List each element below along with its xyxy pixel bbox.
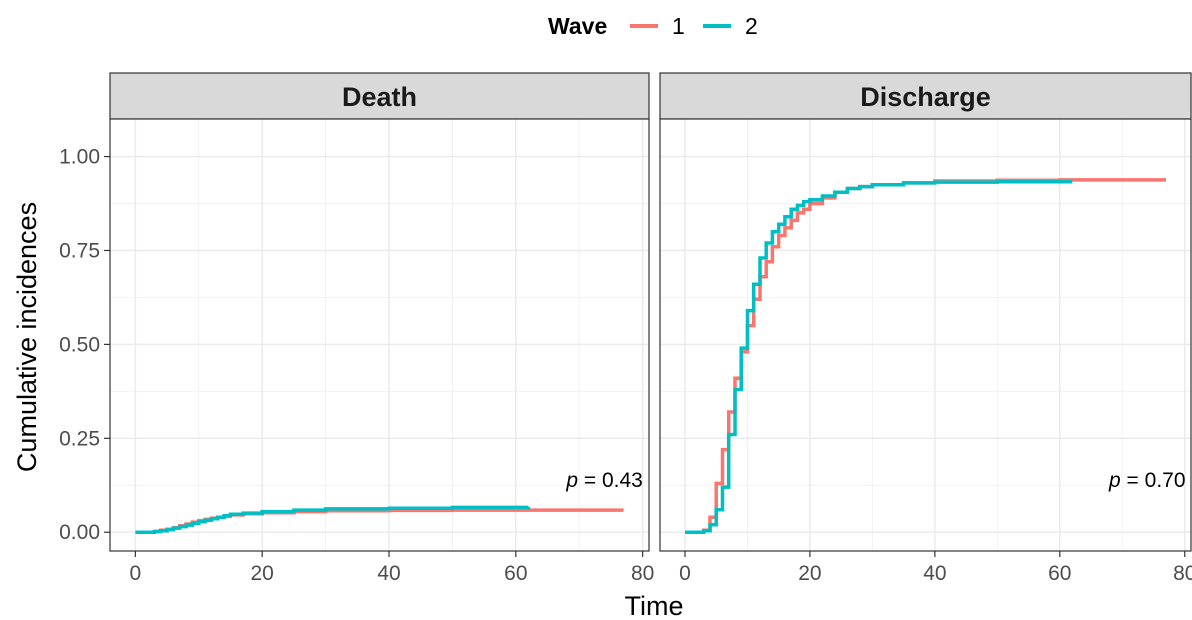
x-tick-label: 20 — [798, 562, 821, 585]
x-tick-label: 0 — [679, 562, 691, 585]
legend-label-1: 1 — [672, 13, 685, 39]
strip-title: Death — [342, 82, 417, 112]
y-tick-label: 0.50 — [59, 333, 100, 356]
x-tick-label: 0 — [130, 562, 142, 585]
strip-background — [109, 72, 650, 120]
y-axis-title: Cumulative incidences — [12, 202, 42, 472]
y-tick-label: 0.00 — [59, 521, 100, 544]
x-tick-label: 40 — [923, 562, 946, 585]
plot-background — [110, 119, 649, 551]
panel-death: Death p = 0.43 0 20 40 60 80 0.00 0.25 0.50 0.75 1.… — [59, 72, 654, 585]
legend-title: Wave — [548, 13, 607, 39]
p-value-annotation: p = 0.70 — [1108, 469, 1186, 492]
series-line-wave-2 — [685, 179, 1073, 534]
strip-title: Discharge — [860, 82, 991, 112]
x-tick-label: 40 — [377, 562, 400, 585]
panel-border — [659, 118, 1192, 552]
panel-discharge: Discharge p = 0.70 0 20 40 60 80 — [659, 72, 1192, 585]
y-tick-label: 1.00 — [59, 146, 100, 169]
y-tick-label: 0.25 — [59, 427, 100, 450]
panel-border — [109, 118, 650, 552]
x-tick-label: 20 — [251, 562, 274, 585]
y-tick-label: 0.75 — [59, 239, 100, 262]
p-value-annotation: p = 0.43 — [565, 469, 643, 492]
x-tick-label: 80 — [631, 562, 654, 585]
x-axis-title: Time — [625, 591, 684, 620]
series-line-wave-2 — [135, 505, 531, 534]
legend-label-2: 2 — [745, 13, 758, 39]
legend: Wave 1 2 — [548, 13, 758, 39]
x-tick-label: 60 — [504, 562, 527, 585]
x-tick-label: 60 — [1048, 562, 1071, 585]
x-tick-label: 80 — [1173, 562, 1192, 585]
grid — [110, 119, 649, 551]
